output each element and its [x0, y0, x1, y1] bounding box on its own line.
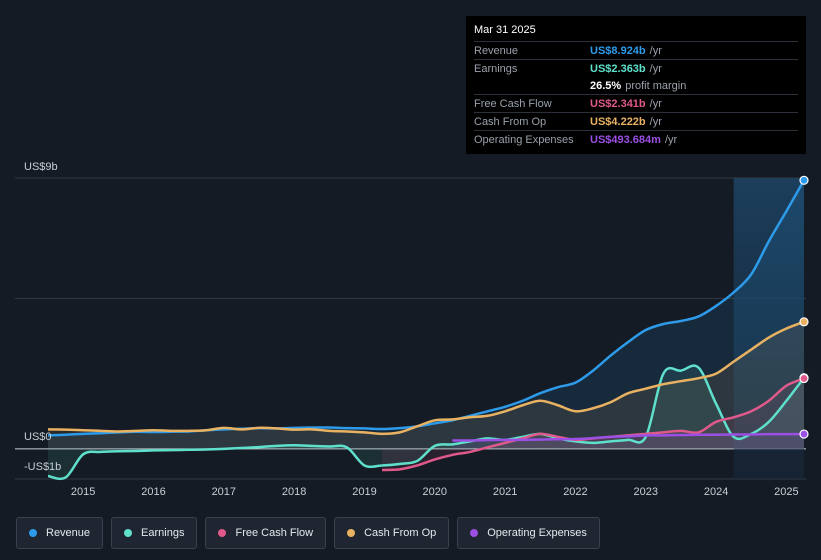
revenue-dot-icon	[29, 529, 37, 537]
tooltip-value: US$2.341b	[590, 97, 646, 110]
cash-from-op-dot-icon	[347, 529, 356, 537]
x-tick-label: 2022	[563, 486, 587, 498]
operating-expenses-dot-icon	[470, 529, 479, 537]
tooltip-value: US$2.363b	[590, 62, 646, 75]
chart: US$9b US$0 -US$1b 2015 2016 2017 2018 2019 20…	[15, 161, 809, 498]
tooltip-row-revenue: Revenue US$8.924b /yr	[474, 41, 798, 59]
x-tick-label: 2016	[141, 486, 165, 498]
legend-item-operating-expenses[interactable]: Operating Expenses	[457, 517, 600, 549]
tooltip-unit: /yr	[649, 115, 662, 128]
tooltip-value: US$4.222b	[590, 115, 646, 128]
tooltip-value: US$493.684m	[590, 133, 661, 146]
x-tick-label: 2024	[704, 486, 728, 498]
earnings-dot-icon	[124, 529, 133, 537]
tooltip-label: Operating Expenses	[474, 133, 574, 146]
earnings-line	[47, 364, 805, 481]
cfo-line	[47, 320, 805, 436]
legend-label: Operating Expenses	[487, 527, 587, 539]
y-axis-label-zero: US$0	[24, 431, 52, 443]
legend-item-free-cash-flow[interactable]: Free Cash Flow	[205, 517, 327, 549]
x-tick-label: 2017	[212, 486, 236, 498]
recent-period-shade	[733, 178, 804, 479]
tooltip-row-earnings: Earnings US$2.363b /yr	[474, 59, 798, 77]
tooltip-unit: /yr	[649, 97, 662, 110]
legend-item-revenue[interactable]: Revenue	[16, 517, 104, 549]
opex-area	[452, 434, 804, 449]
legend-item-cash-from-op[interactable]: Cash From Op	[334, 517, 450, 549]
legend-label: Earnings	[141, 527, 185, 539]
free-cash-flow-dot-icon	[218, 529, 227, 537]
tooltip-unit: /yr	[664, 133, 678, 146]
opex-end-point	[799, 429, 809, 439]
tooltip-label: Revenue	[474, 44, 519, 57]
profit-margin-value: 26.5%	[590, 79, 622, 92]
tooltip-label: Earnings	[474, 62, 518, 75]
x-tick-label: 2025	[774, 486, 798, 498]
cfo-area	[48, 321, 804, 449]
tooltip-value: US$8.924b	[590, 44, 646, 57]
x-tick-label: 2019	[352, 486, 376, 498]
x-tick-label: 2023	[634, 486, 658, 498]
tooltip-row-cfo: Cash From Op US$4.222b /yr	[474, 112, 798, 130]
y-axis-label-bottom: -US$1b	[24, 461, 61, 473]
tooltip-row-margin: 26.5% profit margin	[474, 77, 798, 94]
tooltip-label: Free Cash Flow	[474, 97, 552, 110]
earnings-area	[48, 365, 804, 479]
tooltip-label: Cash From Op	[474, 115, 547, 128]
legend-label: Revenue	[46, 527, 91, 539]
revenue-area	[48, 180, 804, 449]
x-tick-label: 2015	[71, 486, 95, 498]
opex-line	[452, 432, 805, 442]
legend-label: Free Cash Flow	[235, 527, 314, 539]
tooltip-panel: Mar 31 2025 Revenue US$8.924b /yr Earnin…	[466, 16, 806, 154]
fcf-area	[382, 378, 804, 470]
x-tick-label: 2018	[282, 486, 306, 498]
tooltip-row-fcf: Free Cash Flow US$2.341b /yr	[474, 94, 798, 112]
x-tick-label: 2020	[423, 486, 447, 498]
legend-label: Cash From Op	[364, 527, 437, 539]
revenue-end-point	[799, 175, 809, 185]
tooltip-unit: /yr	[649, 44, 662, 57]
profit-margin-text: profit margin	[625, 79, 687, 92]
tooltip-unit: /yr	[649, 62, 662, 75]
tooltip-date: Mar 31 2025	[474, 24, 536, 36]
x-tick-label: 2021	[493, 486, 517, 498]
legend: Revenue Earnings Free Cash Flow Cash Fro…	[16, 517, 608, 549]
legend-item-earnings[interactable]: Earnings	[111, 517, 198, 549]
cfo-end-point	[799, 317, 809, 327]
tooltip-row-opex: Operating Expenses US$493.684m /yr	[474, 130, 798, 148]
fcf-end-point	[799, 373, 809, 384]
y-axis-label-top: US$9b	[24, 161, 58, 173]
